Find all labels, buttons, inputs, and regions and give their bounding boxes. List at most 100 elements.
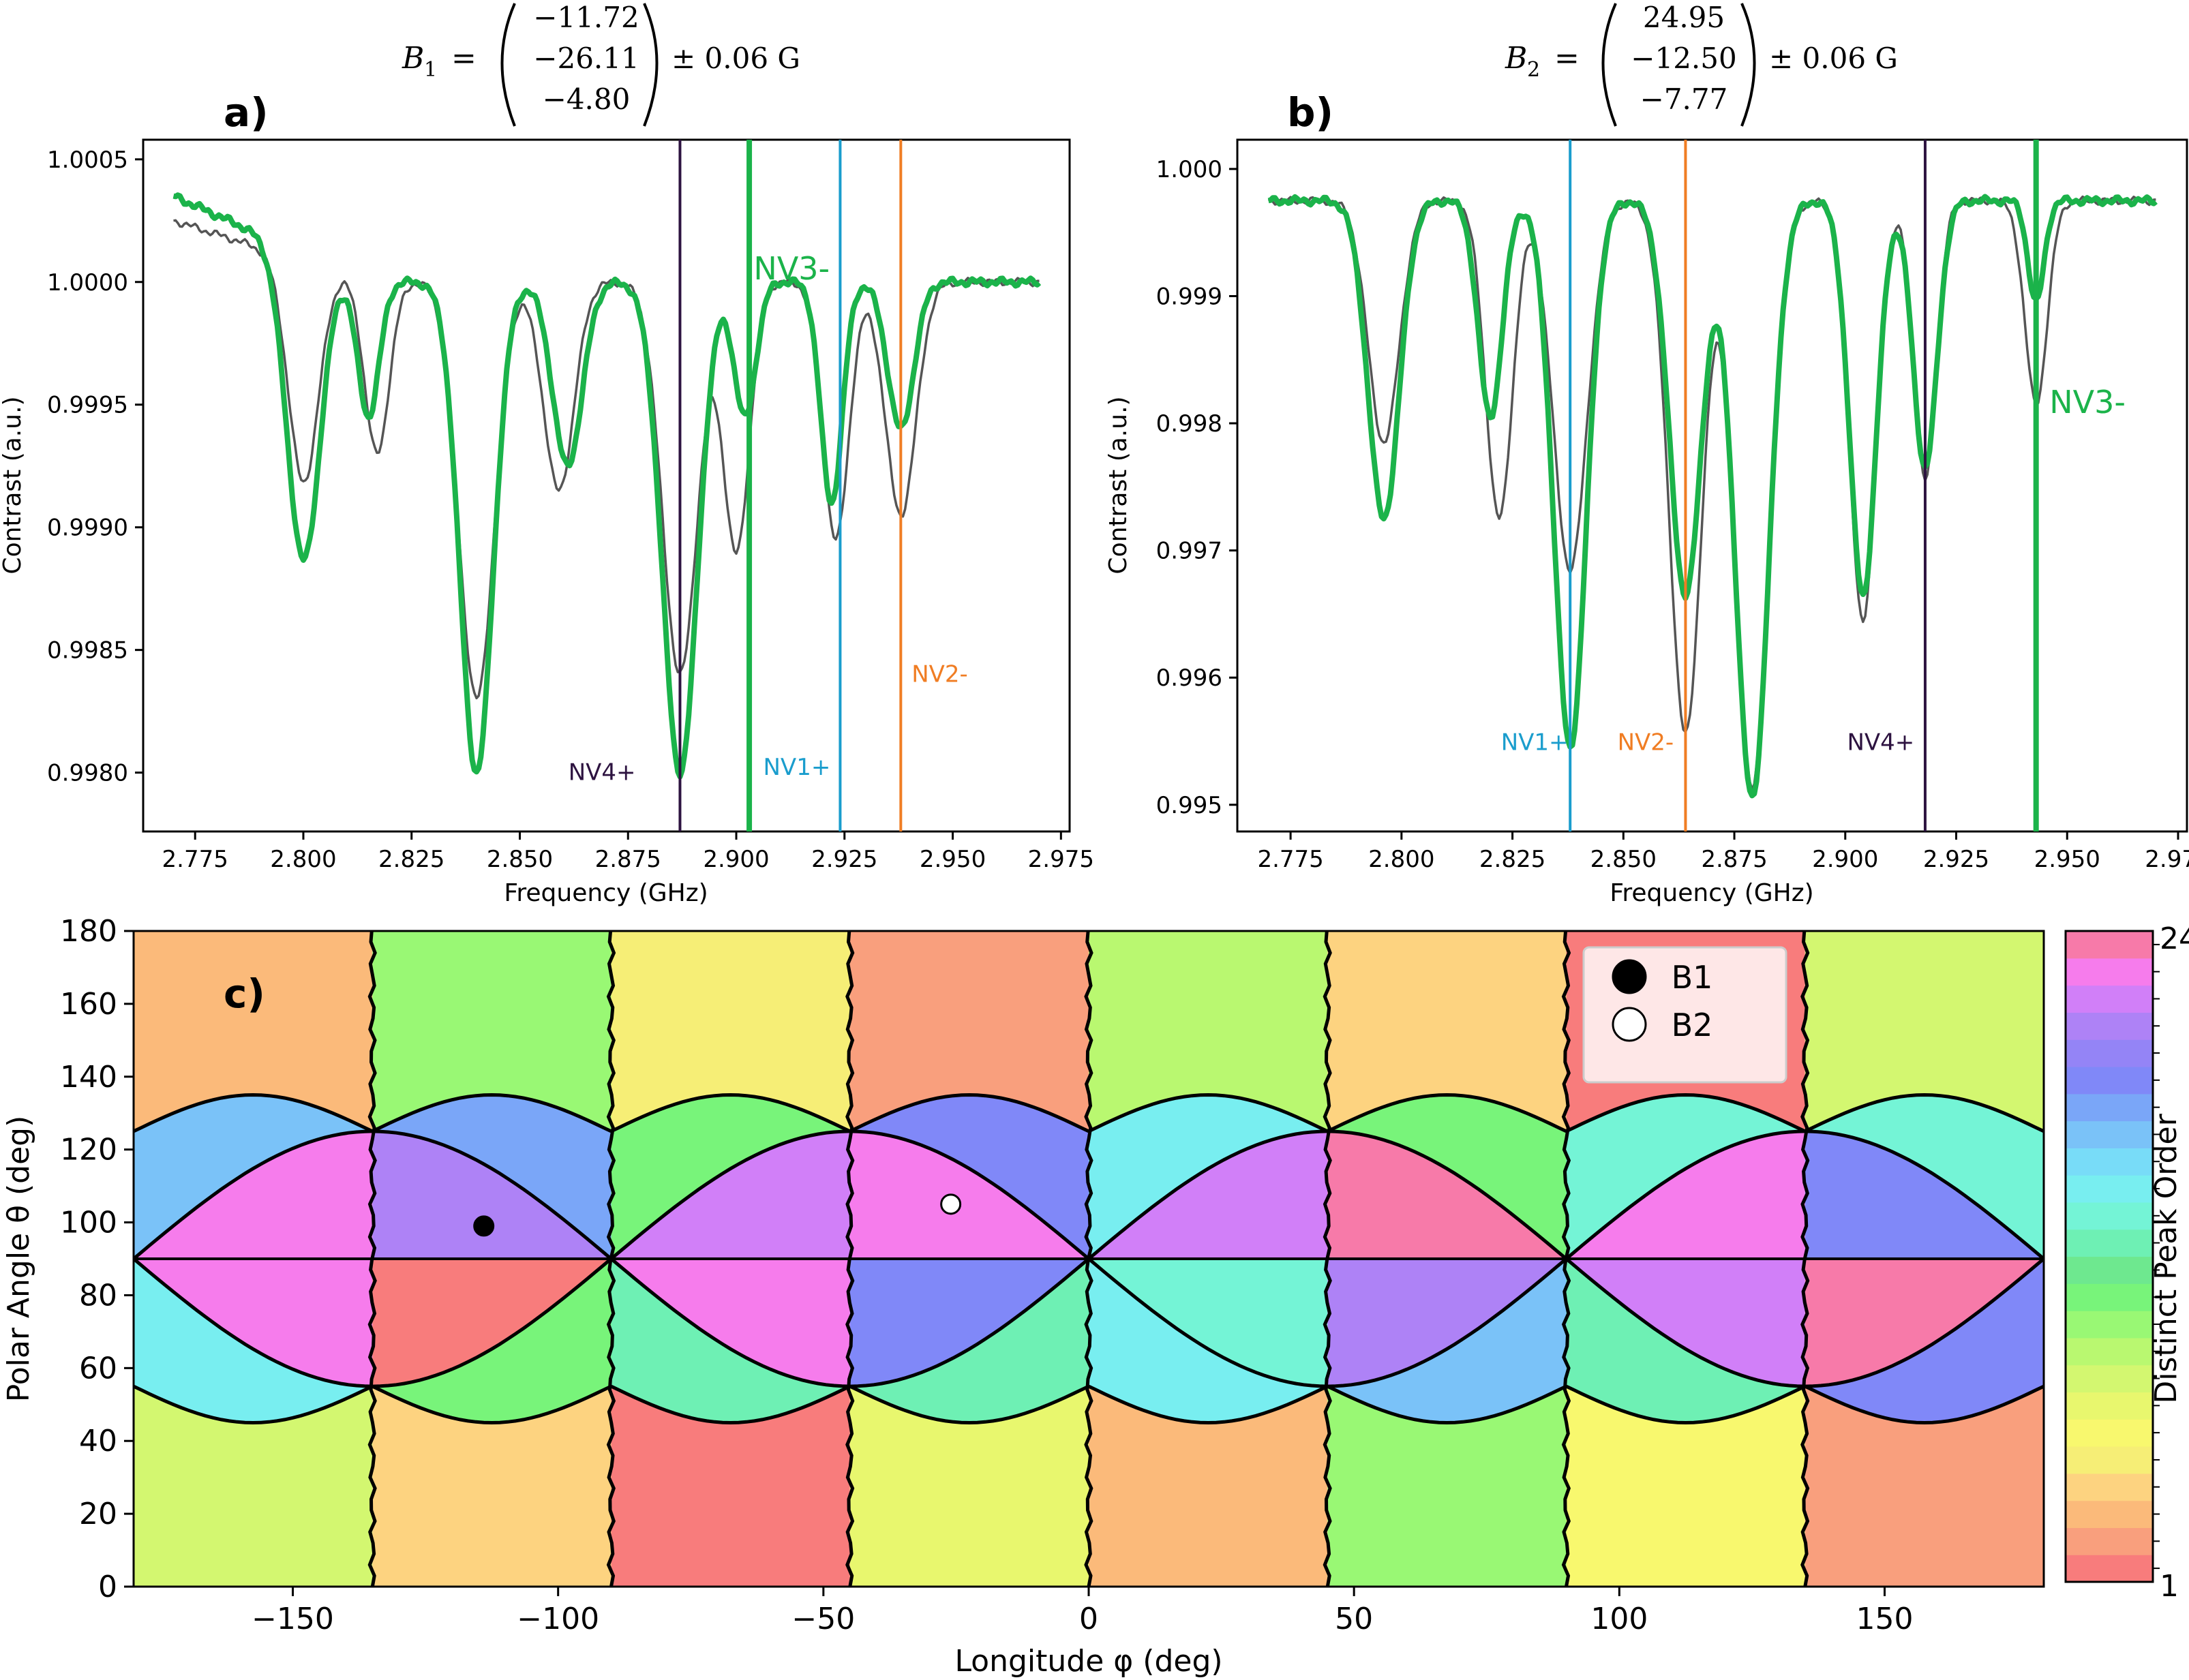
colorbar-swatch	[2066, 1093, 2153, 1122]
colorbar-title: Distinct Peak Order	[2149, 1113, 2184, 1403]
x-tick-label: −150	[252, 1602, 334, 1636]
region-lower-wedge	[1089, 1259, 1328, 1423]
x-tick-label: 2.900	[1812, 846, 1878, 873]
region-boundary	[132, 1384, 374, 1425]
y-tick-label: 1.0005	[47, 147, 128, 174]
x-tick-label: 2.775	[162, 846, 228, 873]
region-upper-wedge	[134, 1095, 373, 1259]
colorbar-swatch	[2066, 1337, 2153, 1366]
region-boundary	[1327, 1384, 1567, 1425]
panel-b-uncertainty: ± 0.06 G	[1769, 42, 1898, 75]
panel-b-vector-z: −7.77	[1640, 82, 1728, 116]
region-upper-wedge	[1805, 1095, 2044, 1259]
colorbar-swatch	[2066, 1202, 2153, 1230]
region-lower-wedge	[1805, 1259, 2044, 1423]
region-boundary	[1087, 1257, 1328, 1388]
region-boundary	[1565, 1384, 1806, 1425]
x-tick-label: 2.950	[920, 846, 986, 873]
colorbar-swatch	[2066, 1012, 2153, 1040]
region-top	[134, 931, 373, 1131]
region-lower-wedge	[1327, 1259, 1567, 1423]
region-boundary	[609, 1257, 850, 1388]
colorbar-swatch	[2066, 1283, 2153, 1311]
y-tick-label: 20	[79, 1497, 117, 1531]
x-tick-label: 2.850	[487, 846, 553, 873]
panel-a: B 1 = −11.72 −26.11 −4.80 ± 0.06 G a) NV…	[0, 1, 1094, 907]
region-boundary	[1805, 1129, 2045, 1260]
x-tick-label: 2.875	[1701, 846, 1767, 873]
region-upper-wedge	[849, 1095, 1089, 1259]
colorbar-swatch	[2066, 1364, 2153, 1393]
panel-c-y-ticks: 0 20 40 60 80 100 120 140 160 180	[60, 914, 134, 1604]
region-upper-lens	[1089, 1131, 1328, 1259]
region-boundary	[1804, 1384, 2045, 1425]
region-top	[611, 931, 850, 1131]
panel-c-x-ticks: −150 −100 −50 0 50 100 150	[252, 1587, 1913, 1636]
x-tick-label: −50	[791, 1602, 855, 1636]
region-boundary	[372, 1129, 613, 1260]
x-tick-label: 2.875	[595, 846, 661, 873]
colorbar-swatch	[2066, 1392, 2153, 1420]
region-boundary	[610, 1384, 851, 1425]
x-tick-label: 2.825	[1479, 846, 1545, 873]
peak-label-nv2-: NV2-	[911, 660, 968, 688]
panel-b-y-axis-label: Contrast (a.u.)	[1104, 396, 1132, 574]
region-bottom	[611, 1386, 850, 1587]
x-tick-label: −100	[517, 1602, 599, 1636]
region-boundary	[132, 1129, 373, 1260]
region-bottom	[1566, 1386, 1805, 1587]
colorbar-swatch	[2066, 958, 2153, 986]
y-tick-label: 0.996	[1156, 665, 1222, 692]
panel-b-right-paren	[1740, 3, 1756, 127]
region-boundary	[1805, 1257, 2045, 1388]
panel-b-equals: =	[1554, 41, 1580, 76]
colorbar-swatch	[2066, 1066, 2153, 1095]
region-top	[372, 931, 612, 1131]
region-boundary	[1327, 1257, 1568, 1388]
region-upper-lens	[134, 1131, 373, 1259]
panel-b-x-axis-label: Frequency (GHz)	[1610, 879, 1813, 907]
region-bottom	[1805, 1386, 2044, 1587]
peak-label-nv1+: NV1+	[1501, 729, 1569, 757]
region-bottom	[134, 1386, 373, 1587]
region-boundary	[1327, 1093, 1567, 1133]
peak-label-nv1+: NV1+	[764, 754, 831, 781]
region-upper-wedge	[611, 1095, 850, 1259]
colorbar-swatch	[2066, 1311, 2153, 1339]
region-lower-wedge	[372, 1259, 612, 1423]
region-bottom	[372, 1386, 612, 1587]
region-lower-lens	[134, 1259, 373, 1387]
panel-a-vector-x: −11.72	[533, 1, 639, 34]
region-top	[1805, 931, 2044, 1131]
region-top	[849, 931, 1089, 1131]
colorbar-swatch	[2066, 1148, 2153, 1176]
region-boundary	[1327, 1129, 1568, 1260]
x-tick-label: 2.975	[1028, 846, 1094, 873]
panel-a-uncertainty: ± 0.06 G	[671, 42, 800, 75]
panel-a-y-axis-label: Contrast (a.u.)	[0, 396, 27, 574]
region-top	[1089, 931, 1328, 1131]
region-boundary	[610, 1093, 851, 1133]
legend-b2-label: B2	[1672, 1007, 1713, 1043]
y-tick-label: 0.9980	[47, 760, 128, 787]
y-tick-label: 1.0000	[47, 269, 128, 296]
legend-b1-label: B1	[1672, 959, 1713, 996]
region-boundary	[849, 1384, 1090, 1425]
colorbar-swatch	[2066, 1419, 2153, 1447]
field-point-b2	[940, 1193, 962, 1215]
panel-a-b-symbol: B	[402, 41, 424, 76]
y-tick-label: 0.995	[1156, 792, 1222, 819]
x-tick-label: 150	[1856, 1602, 1914, 1636]
y-tick-label: 160	[60, 987, 117, 1022]
region-boundary	[372, 1093, 612, 1133]
peak-label-nv2-: NV2-	[1618, 729, 1674, 757]
x-tick-label: 2.800	[1368, 846, 1434, 873]
region-lower-lens	[849, 1259, 1089, 1387]
region-top	[1327, 931, 1567, 1131]
region-lower-lens	[372, 1259, 612, 1387]
colorbar-swatch	[2066, 1229, 2153, 1257]
region-lower-lens	[611, 1259, 850, 1387]
region-lower-wedge	[611, 1259, 850, 1423]
region-upper-wedge	[372, 1095, 612, 1259]
region-bottom	[1089, 1386, 1328, 1587]
